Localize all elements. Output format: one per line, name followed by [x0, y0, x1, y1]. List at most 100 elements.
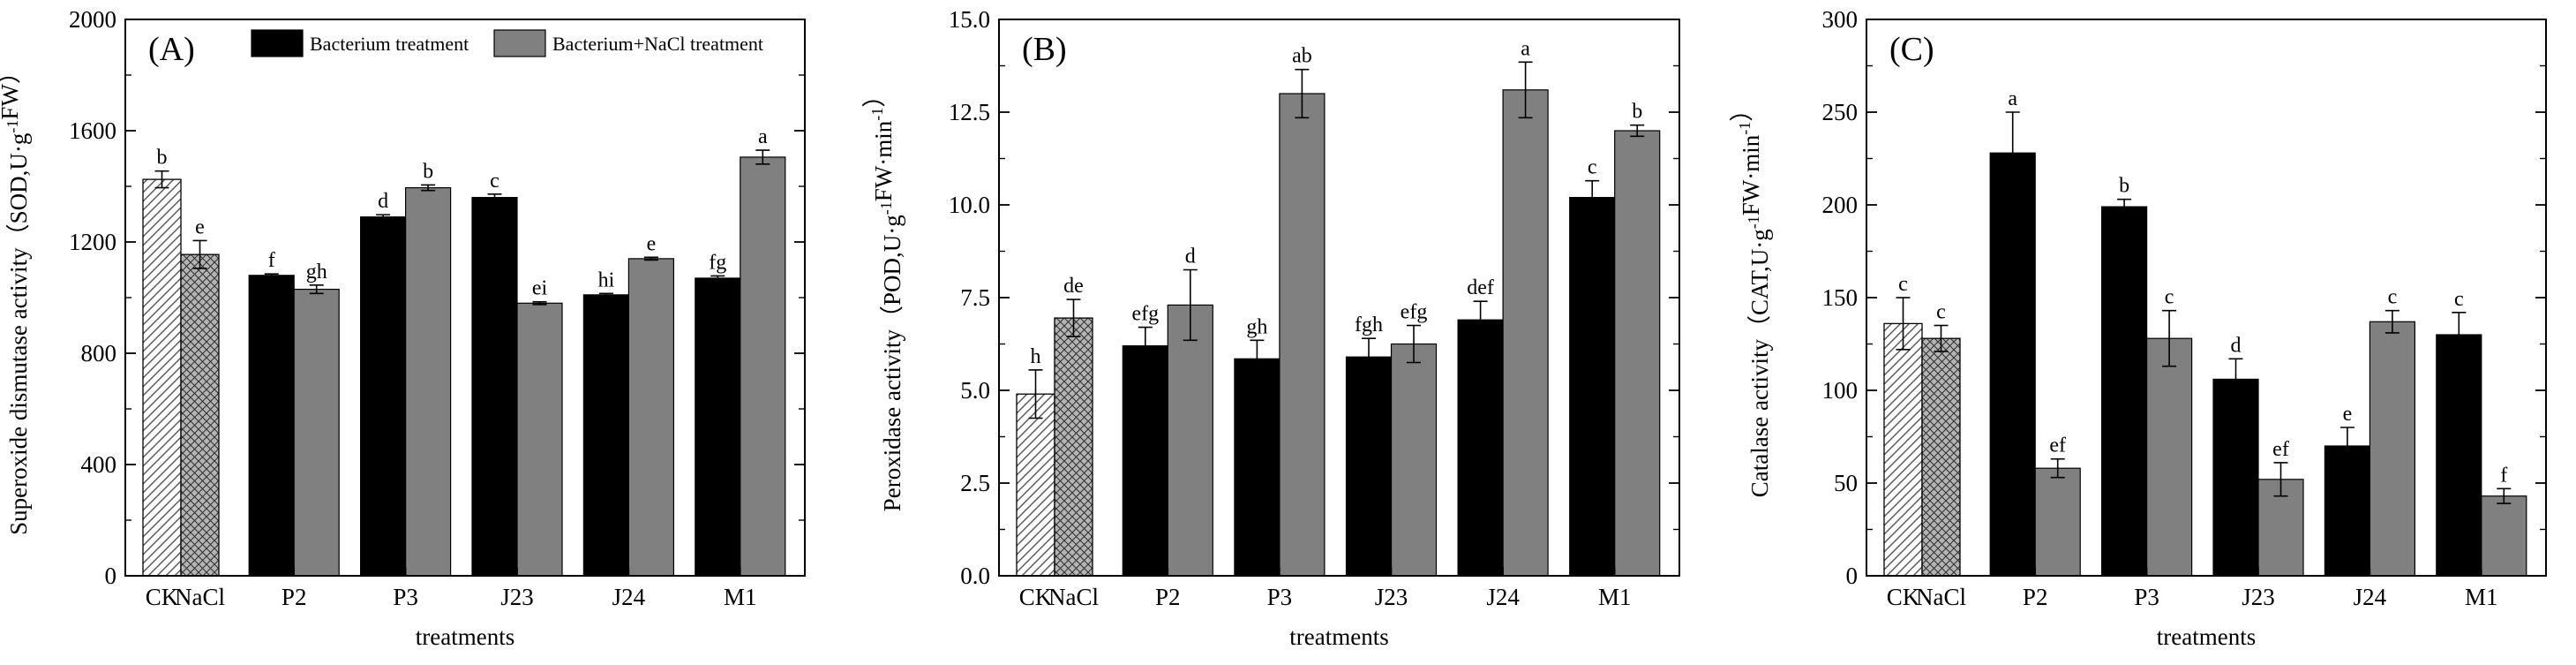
error-bar-j24: [1518, 61, 1533, 119]
bar-p3-bacterium-nacl: [2146, 337, 2193, 577]
significance-letter: c: [2454, 288, 2464, 311]
bar-p3-bacterium: [360, 216, 407, 577]
significance-letter: d: [2231, 334, 2242, 357]
y-tick-label: 50: [1834, 470, 1858, 496]
significance-letter: fg: [709, 251, 726, 274]
x-tick-label-m1: M1: [724, 584, 757, 610]
error-bar-p2: [1183, 268, 1198, 342]
y-tick-label: 0: [1846, 563, 1859, 589]
bar-j24-bacterium-nacl: [1502, 89, 1549, 577]
chart-panel-b: hdeefgdghabfghefgdefacb0.02.55.07.510.01…: [861, 6, 1680, 650]
x-tick-label-j24: J24: [612, 584, 646, 610]
y-tick-label: 800: [81, 340, 117, 367]
bar-p2-bacterium-nacl: [293, 288, 340, 577]
y-tick-label: 1200: [69, 229, 116, 255]
significance-letter: def: [1467, 276, 1494, 299]
x-axis-label: treatments: [416, 623, 514, 650]
y-tick-label: 15.0: [949, 6, 990, 33]
bar-control-ck: [142, 178, 182, 577]
significance-letter: a: [1521, 37, 1530, 60]
significance-letter: b: [2119, 175, 2129, 198]
error-bar-p2: [1138, 326, 1153, 366]
significance-letter: ab: [1292, 45, 1312, 68]
error-bar-ck: [154, 170, 169, 189]
y-tick-label: 200: [1822, 192, 1859, 218]
x-tick-label-m1: M1: [2465, 584, 2498, 610]
bar-control-nacl: [1921, 337, 1961, 577]
error-bar-nacl: [1934, 324, 1949, 352]
significance-letter: e: [2343, 403, 2353, 426]
error-bar-m1: [710, 275, 725, 282]
x-tick-label-m1: M1: [1598, 584, 1632, 610]
significance-letter: efg: [1131, 303, 1159, 326]
bar-p3-bacterium: [1234, 358, 1280, 577]
bar-m1-bacterium: [1569, 197, 1616, 577]
y-tick-label: 7.5: [960, 284, 990, 311]
error-bar-j23: [487, 193, 502, 202]
legend-swatch-bacterium-nacl: [493, 29, 546, 57]
bar-j24-bacterium-nacl: [2369, 321, 2415, 577]
error-bar-p3: [2162, 309, 2177, 367]
error-bar-p3: [421, 184, 436, 192]
legend-label-bacterium-nacl: Bacterium+NaCl treatment: [552, 33, 763, 55]
y-tick-label: 300: [1822, 6, 1859, 33]
error-bar-p3: [376, 214, 391, 220]
significance-letter: gh: [306, 261, 327, 283]
error-bar-ck: [1028, 369, 1043, 419]
significance-letter: f: [2500, 464, 2507, 487]
error-bar-p2: [264, 273, 279, 278]
bar-p3-bacterium-nacl: [1279, 93, 1326, 577]
error-bar-j23: [532, 300, 547, 306]
error-bar-j23: [1407, 324, 1421, 364]
significance-letter: ef: [2049, 435, 2066, 457]
chart-panel-a: b e f gh d b c ei hi e fg a 0 400 800 1200 1600 2000 CKNaC…: [0, 6, 806, 650]
bar-j24-bacterium: [582, 294, 630, 577]
significance-letter: a: [758, 125, 768, 148]
significance-letter: ei: [532, 277, 548, 300]
bar-m1-bacterium: [695, 277, 741, 577]
y-axis-label: Catalase activity（CAT,U·g-1FW·min-1）: [1729, 98, 1773, 497]
error-bar-m1: [1585, 179, 1600, 215]
bar-p2-bacterium: [1122, 345, 1168, 577]
significance-letter: d: [1185, 246, 1196, 268]
x-tick-label-p2: P2: [2023, 584, 2048, 610]
error-bar-j23: [2228, 358, 2243, 401]
error-bar-p2: [2005, 111, 2020, 195]
x-tick-label-p2: P2: [282, 584, 307, 610]
y-tick-label: 0: [105, 563, 117, 589]
bar-j24-bacterium: [2324, 445, 2370, 577]
bar-p3-bacterium-nacl: [405, 186, 452, 577]
panel-label: (A): [148, 31, 195, 68]
error-bar-p3: [1295, 68, 1310, 119]
error-bar-p2: [2050, 457, 2065, 479]
significance-letter: b: [423, 160, 433, 183]
bar-control-ck: [1883, 322, 1923, 577]
x-tick-label-p3: P3: [2134, 584, 2159, 610]
error-bar-m1: [1630, 124, 1645, 138]
bar-j23-bacterium-nacl: [1390, 343, 1438, 577]
x-tick-label-p3: P3: [393, 584, 418, 610]
significance-letter: d: [378, 190, 388, 213]
error-bar-j23: [2273, 462, 2288, 497]
x-tick-label-j23: J23: [500, 584, 534, 610]
x-tick-label-p2: P2: [1155, 584, 1181, 610]
x-tick-label-nacl: NaCl: [175, 584, 225, 610]
x-tick-label-j24: J24: [1486, 584, 1520, 610]
significance-letter: c: [1588, 156, 1597, 179]
significance-letter: c: [490, 170, 499, 193]
significance-letter: c: [1936, 301, 1946, 324]
legend-swatch-bacterium: [251, 29, 304, 57]
significance-letter: b: [1632, 101, 1642, 124]
y-axis-label: Peroxidase activity（POD,U·g-1FW·min-1）: [861, 84, 905, 511]
x-axis-label: treatments: [1289, 623, 1388, 650]
y-tick-label: 100: [1822, 377, 1859, 404]
bar-j23-bacterium: [1345, 356, 1393, 577]
x-tick-label-nacl: NaCl: [1916, 584, 1966, 610]
y-tick-label: 400: [81, 451, 117, 478]
x-tick-label-j23: J23: [1375, 584, 1408, 610]
significance-letter: e: [195, 215, 205, 238]
error-bar-m1: [2497, 487, 2512, 504]
error-bar-m1: [2452, 311, 2467, 359]
